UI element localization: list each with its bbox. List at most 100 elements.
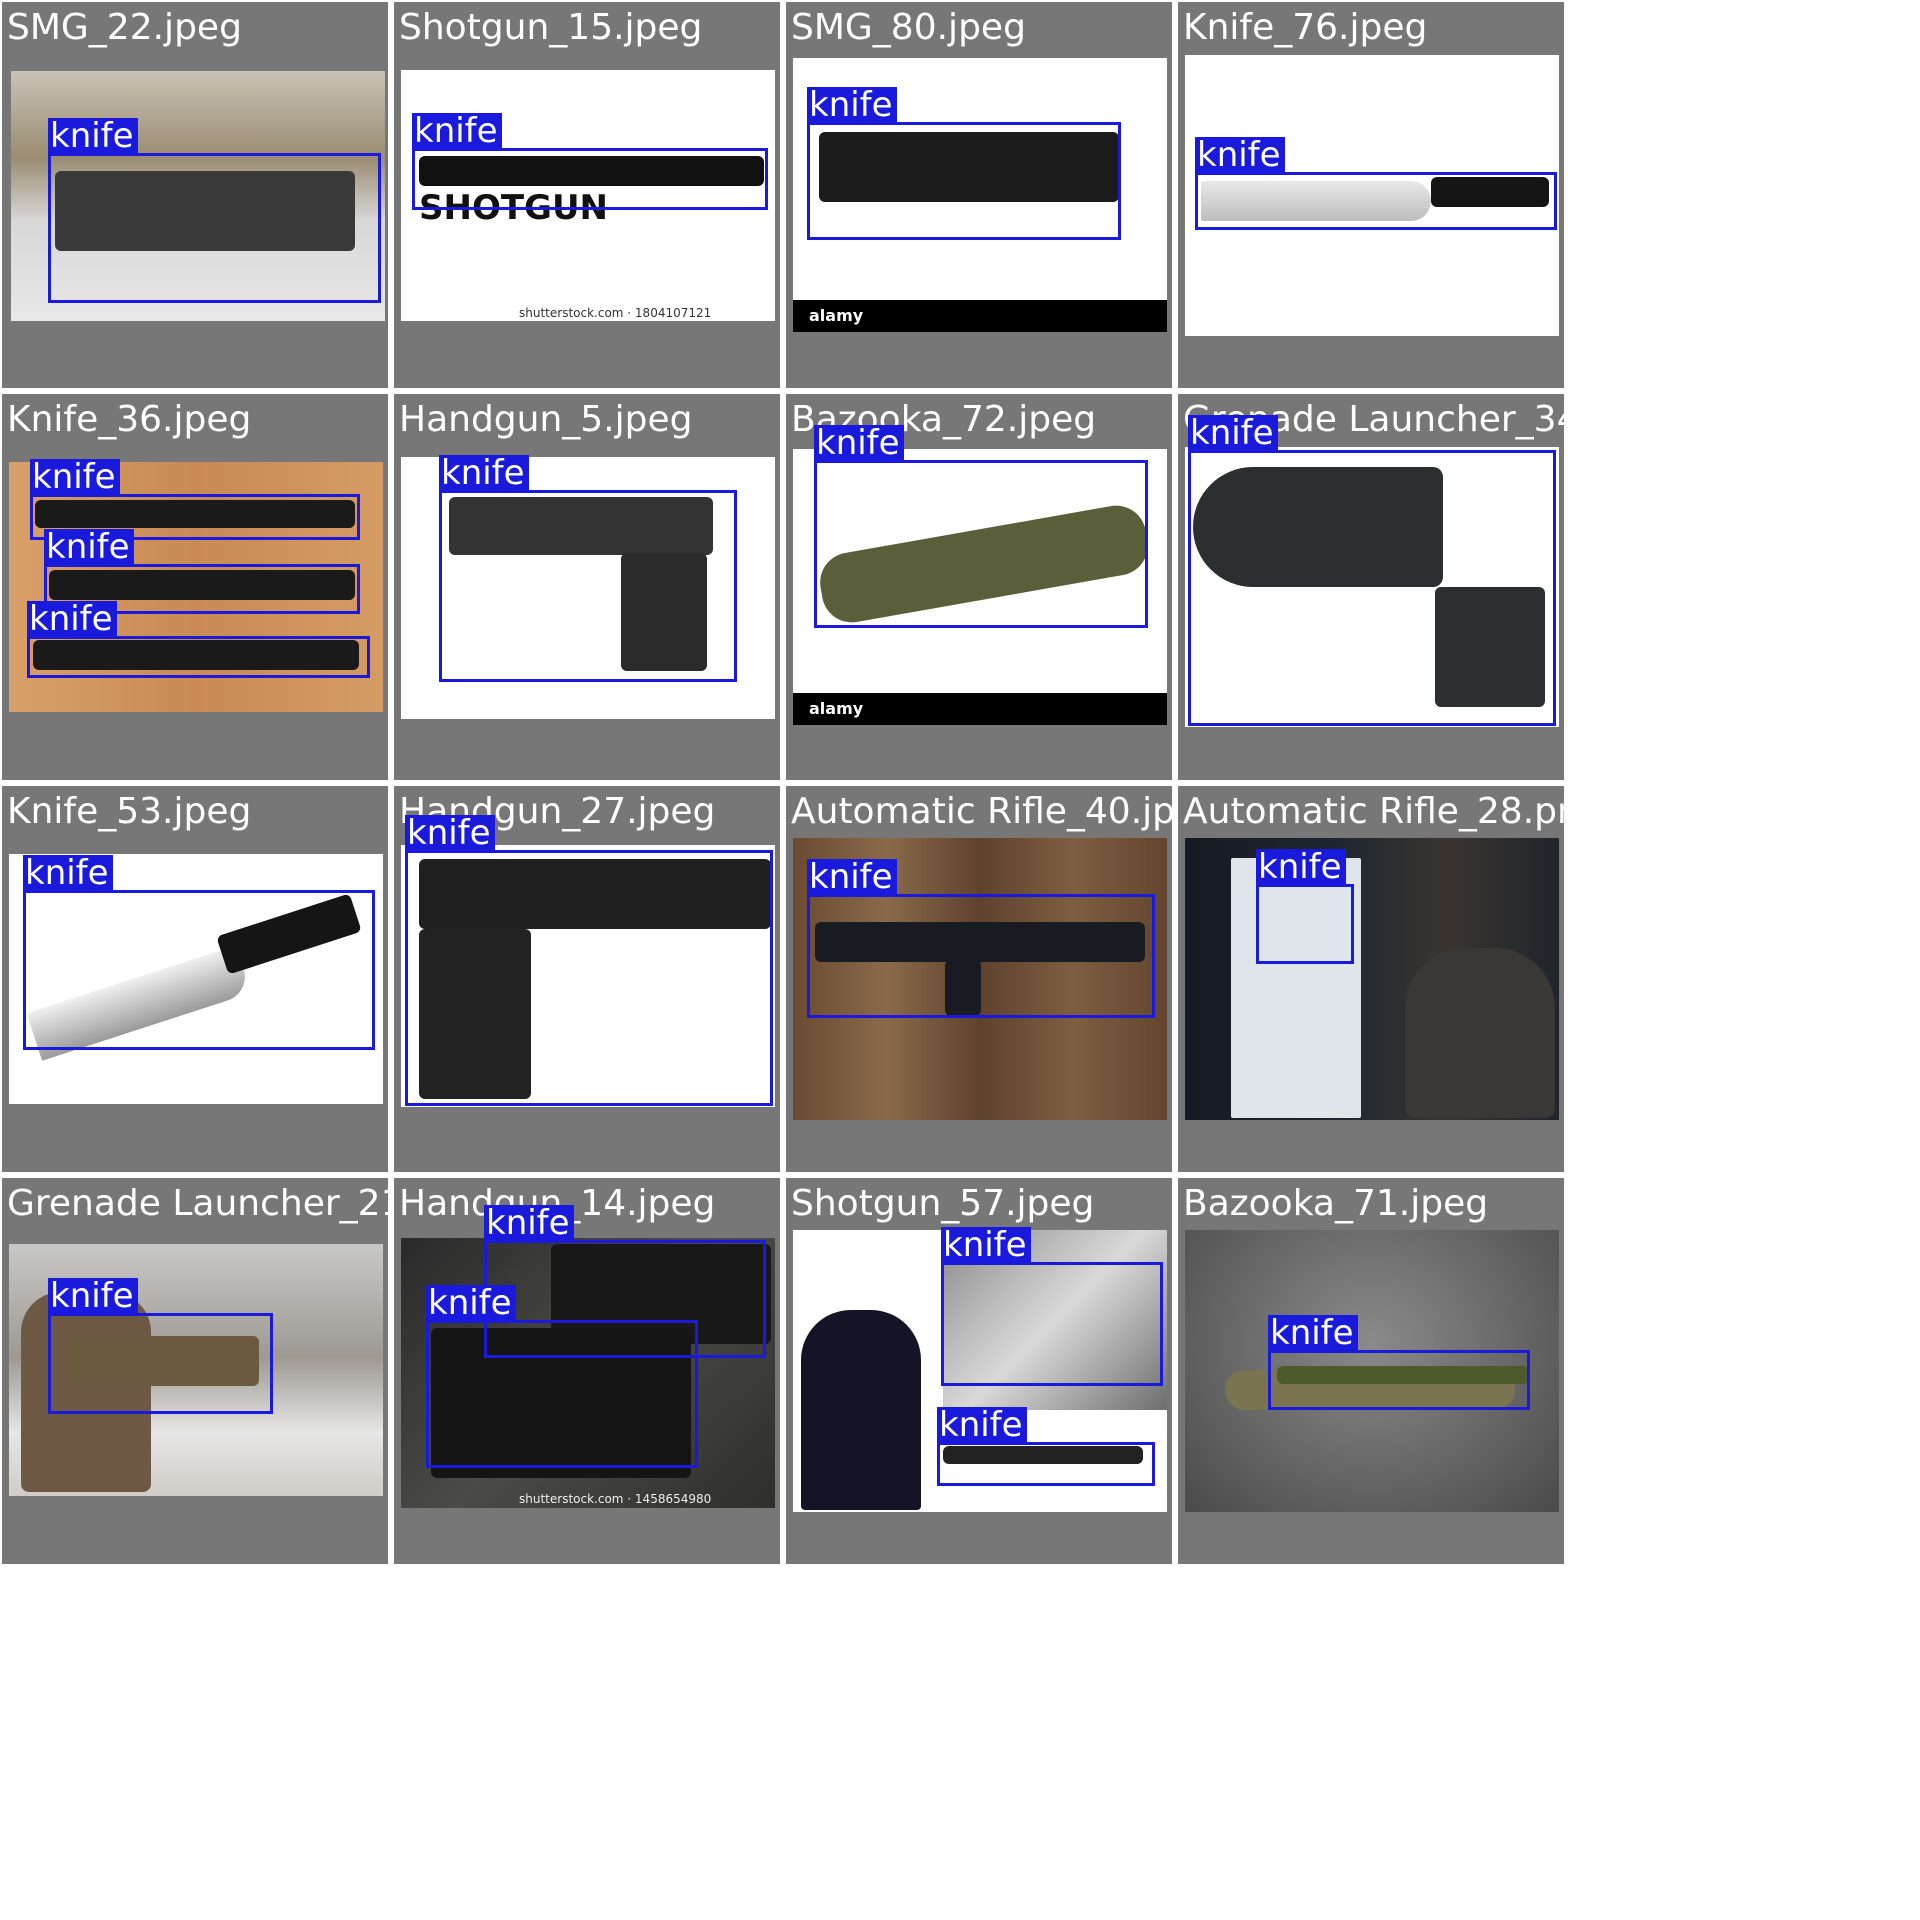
tile-handgun-27[interactable]: Handgun_27.jpeg knife xyxy=(394,786,780,1172)
tile-image xyxy=(9,854,383,1104)
detection-label: knife xyxy=(439,455,529,491)
tile-grenade-launcher-21[interactable]: Grenade Launcher_21.jpeg knife xyxy=(2,1178,388,1564)
launcher-grip xyxy=(1435,587,1545,707)
tile-image xyxy=(9,1244,383,1496)
detection-box: knife xyxy=(48,1278,273,1414)
tile-automatic-rifle-28[interactable]: Automatic Rifle_28.png knife xyxy=(1178,786,1564,1172)
detection-box: knife xyxy=(23,855,375,1050)
detection-label: knife xyxy=(405,815,495,851)
detection-box: knife xyxy=(405,815,773,1106)
tile-image xyxy=(1185,838,1559,1120)
detection-label: knife xyxy=(23,855,113,891)
weapon-shape xyxy=(819,132,1119,202)
pistol-shape xyxy=(431,1328,691,1478)
tile-title: Bazooka_71.jpeg xyxy=(1183,1183,1489,1224)
tile-knife-53[interactable]: Knife_53.jpeg knife xyxy=(2,786,388,1172)
tile-image: shutterstock.com · 1458654980 xyxy=(401,1238,775,1508)
soldier-shape xyxy=(21,1292,151,1492)
detection-box: knife xyxy=(941,1227,1163,1386)
tile-handgun-5[interactable]: Handgun_5.jpeg knife xyxy=(394,394,780,780)
tile-title: Shotgun_15.jpeg xyxy=(399,7,703,48)
tile-title: Handgun_5.jpeg xyxy=(399,399,693,440)
tile-title: SMG_80.jpeg xyxy=(791,7,1026,48)
tile-title: Knife_36.jpeg xyxy=(7,399,252,440)
person-blur xyxy=(1405,948,1555,1118)
watermark: shutterstock.com · 1458654980 xyxy=(519,1492,712,1506)
tile-image xyxy=(11,71,385,321)
detection-box: knife xyxy=(412,113,768,210)
detection-box: knife xyxy=(814,425,1148,628)
detection-box: knife xyxy=(484,1205,766,1358)
shotgun-shape xyxy=(943,1446,1143,1464)
detection-box: knife xyxy=(937,1407,1155,1486)
tile-image xyxy=(9,462,383,712)
tile-knife-76[interactable]: Knife_76.jpeg knife xyxy=(1178,2,1564,388)
detection-label: knife xyxy=(44,529,134,565)
blade-shape xyxy=(1201,181,1431,221)
weapon-shape xyxy=(419,156,764,186)
tile-grenade-launcher-34[interactable]: Grenade Launcher_34.jpeg knife xyxy=(1178,394,1564,780)
tile-image xyxy=(1185,1230,1559,1512)
tile-knife-36[interactable]: Knife_36.jpeg knife knife knife xyxy=(2,394,388,780)
tile-title: Automatic Rifle_28.png xyxy=(1183,791,1564,832)
tile-shotgun-57[interactable]: Shotgun_57.jpeg knife knife xyxy=(786,1178,1172,1564)
rifle-shape xyxy=(815,922,1145,962)
detection-label: knife xyxy=(807,859,897,895)
pistol-grip xyxy=(419,929,531,1099)
detection-label: knife xyxy=(48,1278,138,1314)
detection-label: knife xyxy=(484,1205,574,1241)
detection-box: knife xyxy=(30,459,360,540)
watermark: shutterstock.com · 1804107121 xyxy=(519,306,712,320)
tile-image xyxy=(401,457,775,719)
tile-handgun-14[interactable]: Handgun_14.jpeg shutterstock.com · 14586… xyxy=(394,1178,780,1564)
detection-box: knife xyxy=(1268,1315,1530,1410)
rifle-magazine xyxy=(945,960,981,1016)
tile-shotgun-15[interactable]: Shotgun_15.jpeg SHOTGUN shutterstock.com… xyxy=(394,2,780,388)
tile-smg-22[interactable]: SMG_22.jpeg knife xyxy=(2,2,388,388)
knife-shape-2 xyxy=(49,570,355,600)
tile-title: Automatic Rifle_40.jpeg xyxy=(791,791,1172,832)
weapon-shape xyxy=(55,171,355,251)
tile-title: Knife_76.jpeg xyxy=(1183,7,1428,48)
detection-box: knife xyxy=(1188,415,1556,726)
detection-label: knife xyxy=(941,1227,1031,1263)
detection-label: knife xyxy=(1188,415,1278,451)
tile-title: Shotgun_57.jpeg xyxy=(791,1183,1095,1224)
detection-box: knife xyxy=(44,529,360,614)
detection-label: knife xyxy=(30,459,120,495)
tile-bazooka-72[interactable]: Bazooka_72.jpeg alamy knife xyxy=(786,394,1172,780)
detection-label: knife xyxy=(426,1285,516,1321)
tile-image xyxy=(401,845,775,1107)
handle-shape xyxy=(1431,177,1549,207)
person-shape xyxy=(801,1310,921,1510)
detection-label: knife xyxy=(807,87,897,123)
tile-title: Grenade Launcher_21.jpeg xyxy=(7,1183,388,1224)
launcher-shape xyxy=(1277,1366,1529,1384)
tile-image xyxy=(1185,55,1559,336)
pistol-grip xyxy=(621,553,707,671)
launcher-shape xyxy=(69,1336,259,1386)
detection-box: knife xyxy=(48,118,381,303)
knife-shape-3 xyxy=(33,640,359,670)
tile-smg-80[interactable]: SMG_80.jpeg alamy knife xyxy=(786,2,1172,388)
tile-automatic-rifle-40[interactable]: Automatic Rifle_40.jpeg knife xyxy=(786,786,1172,1172)
tile-image xyxy=(793,1230,1167,1512)
detection-label: knife xyxy=(48,118,138,154)
detection-box: knife xyxy=(27,601,370,678)
detection-box: knife xyxy=(807,87,1121,240)
detection-label: knife xyxy=(412,113,502,149)
detection-label: knife xyxy=(937,1407,1027,1443)
alamy-bar: alamy xyxy=(793,693,1167,725)
tile-bazooka-71[interactable]: Bazooka_71.jpeg knife xyxy=(1178,1178,1564,1564)
knife-shape-1 xyxy=(35,500,355,528)
tile-title: SMG_22.jpeg xyxy=(7,7,242,48)
detection-label: knife xyxy=(1268,1315,1358,1351)
alamy-bar: alamy xyxy=(793,300,1167,332)
tile-image xyxy=(1185,447,1559,727)
detection-label: knife xyxy=(1256,849,1346,885)
pistol-slide xyxy=(449,497,713,555)
revolver-shape xyxy=(551,1244,771,1344)
launcher-barrel xyxy=(1193,467,1443,587)
pistol-slide xyxy=(419,859,771,929)
